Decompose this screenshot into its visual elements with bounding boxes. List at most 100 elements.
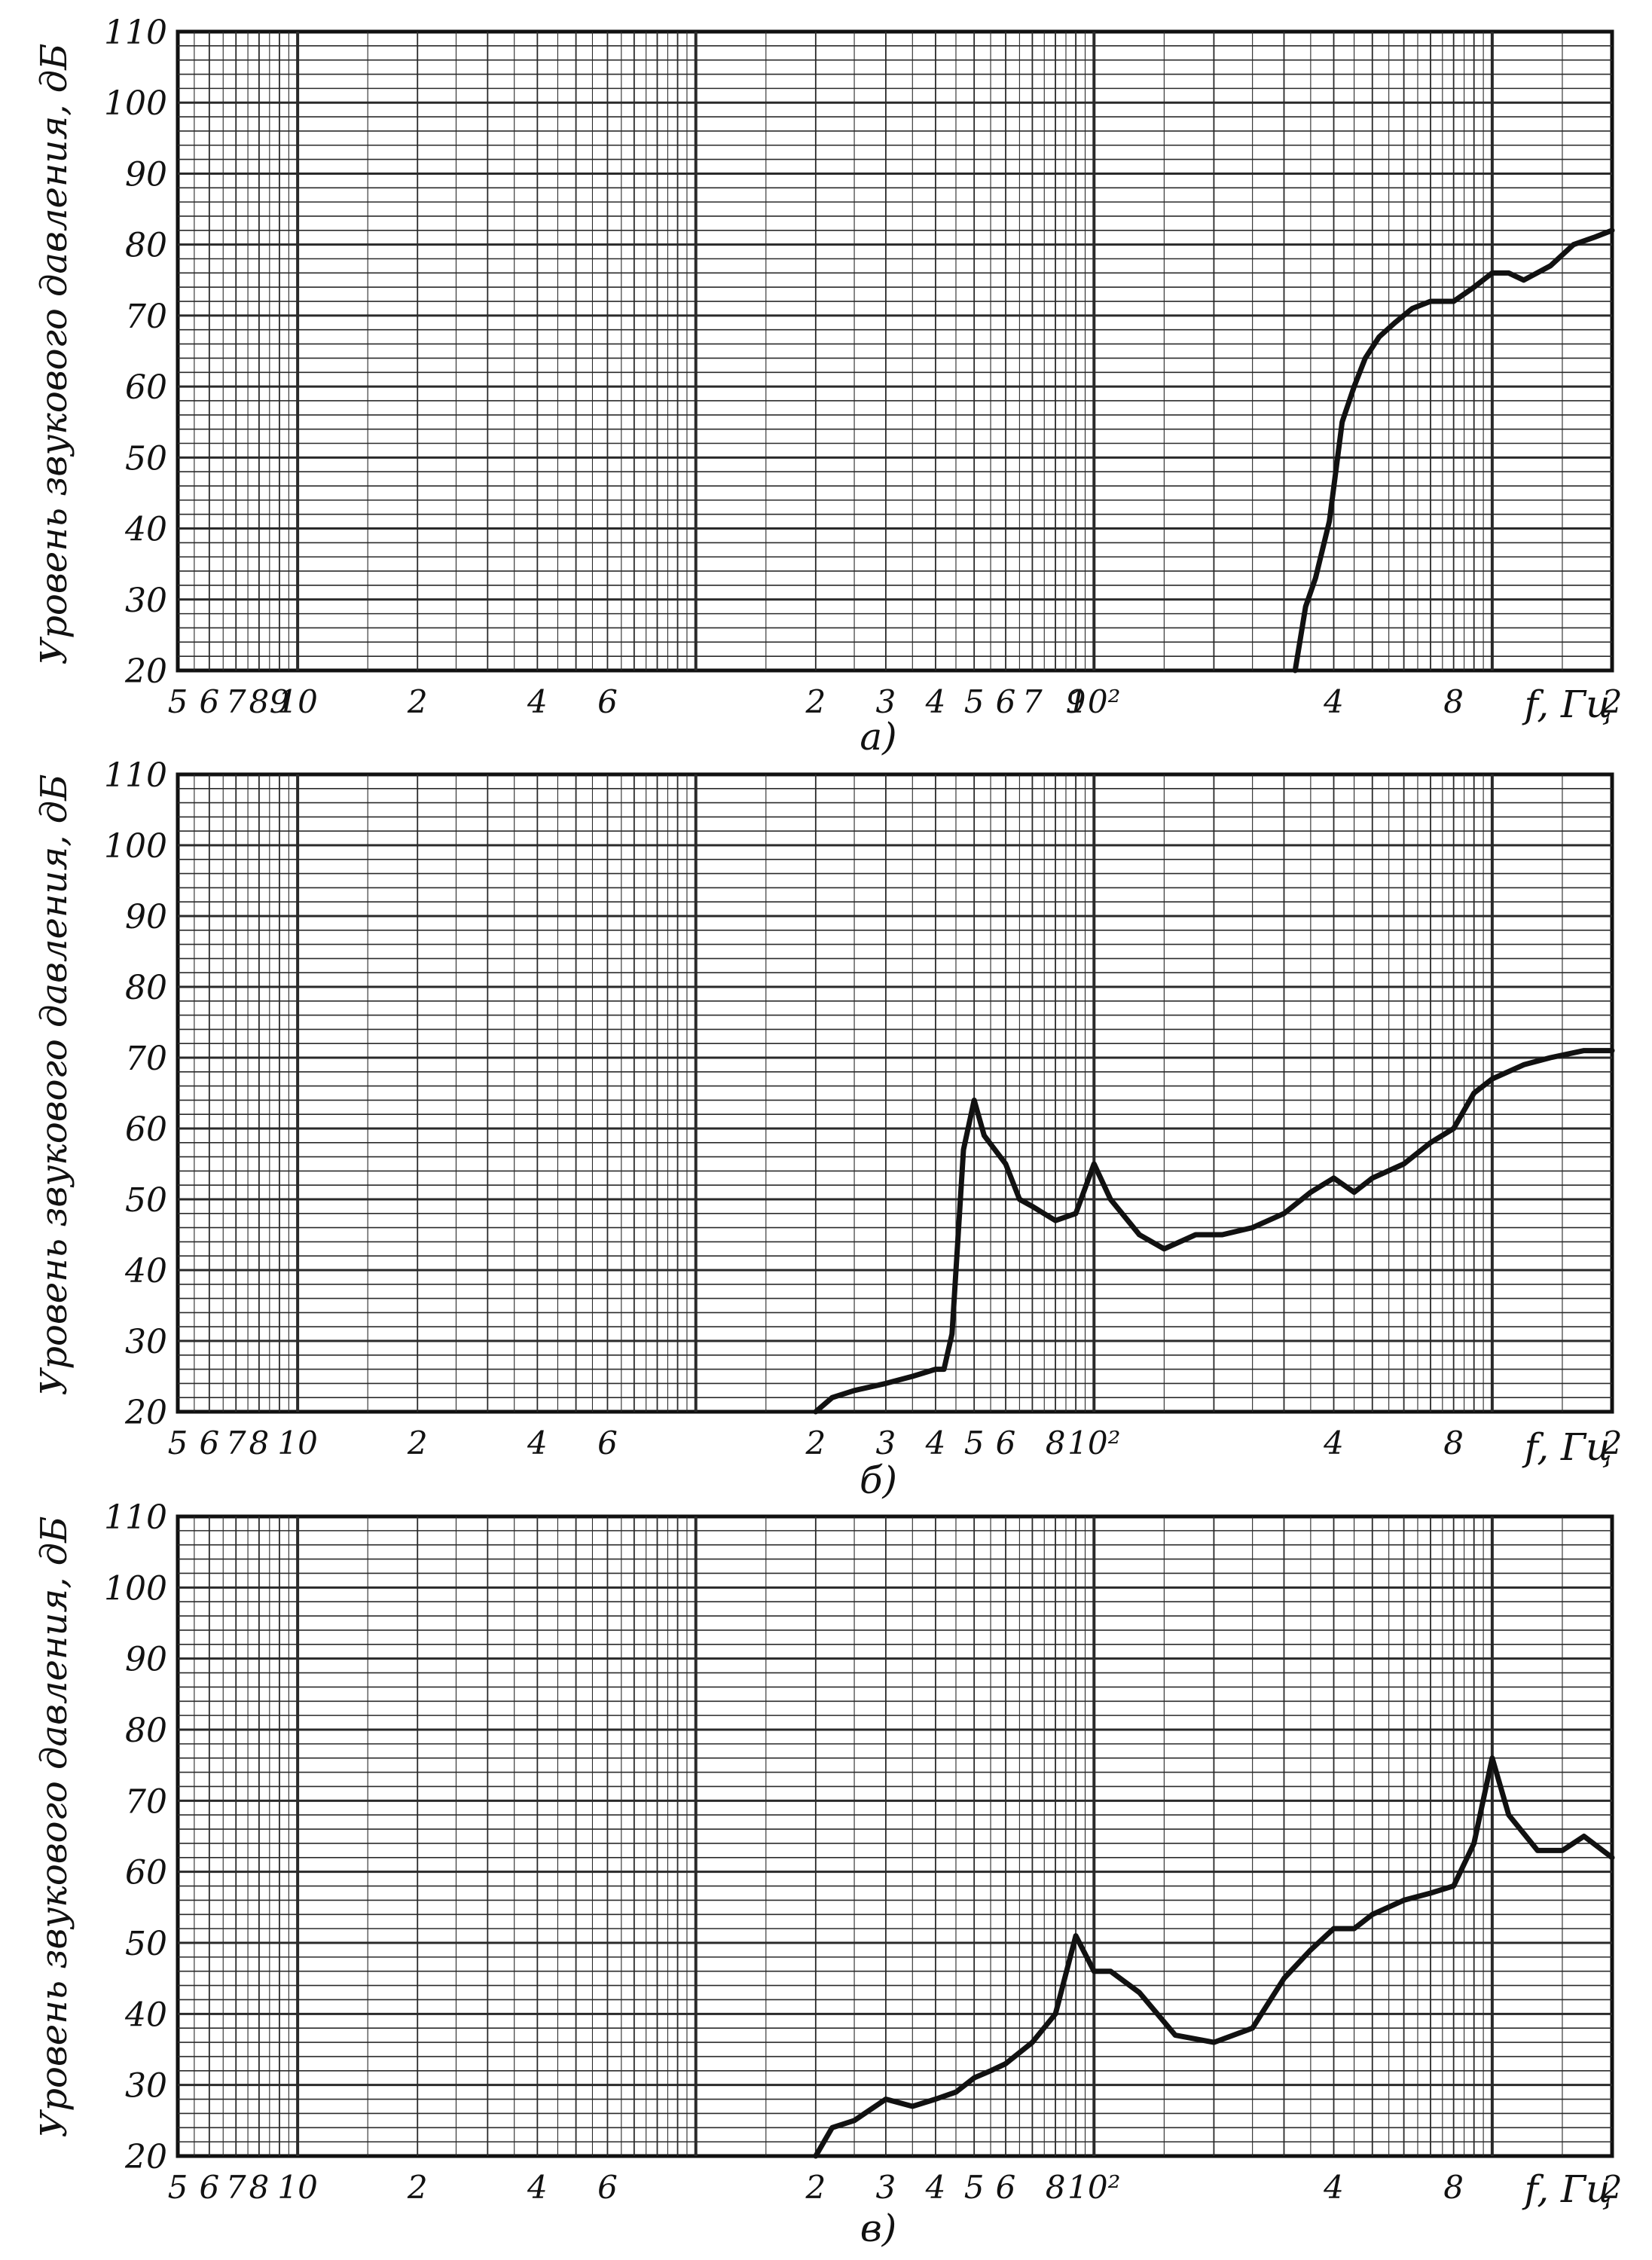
x-tick-label: 10 (277, 1425, 317, 1461)
x-tick-label: 7 (226, 683, 246, 720)
x-tick-label: 5 (168, 1425, 188, 1461)
x-tick-label: 5 (964, 1425, 985, 1461)
grid (176, 772, 1614, 1414)
x-tick-label: 4 (527, 683, 548, 720)
x-tick-label: 10² (1067, 2169, 1120, 2206)
response-curve (1292, 228, 1615, 673)
y-tick-label: 70 (125, 298, 167, 336)
x-tick-label: 10 (277, 683, 317, 720)
y-tick-label: 20 (124, 652, 167, 691)
x-tick-label: 6 (597, 683, 618, 720)
plot-frame (176, 1514, 1614, 2158)
y-tick-label: 50 (125, 439, 167, 478)
plot-frame (176, 772, 1614, 1414)
x-tick-label: 8 (1046, 2169, 1066, 2206)
chart-panel-b: Уровень звукового давления, дБ 20 30 40 50 6… (33, 756, 1622, 1502)
x-axis-label: f, Гц (1521, 1425, 1612, 1469)
y-tick-label: 70 (125, 1040, 167, 1078)
y-tick-label: 40 (124, 1252, 167, 1290)
y-tick-label: 30 (125, 1323, 167, 1361)
plot-frame (176, 29, 1614, 673)
panel-label: б) (860, 1458, 897, 1502)
y-tick-label: 110 (104, 756, 167, 795)
x-axis-label: f, Гц (1521, 683, 1612, 726)
y-tick-label: 60 (125, 1110, 167, 1149)
x-tick-label: 5 (168, 683, 188, 720)
y-tick-label: 40 (124, 1996, 167, 2034)
x-tick-label: 4 (527, 1425, 548, 1461)
x-tick-label: 2 (407, 683, 428, 720)
y-tick-label: 80 (125, 1712, 167, 1750)
y-tick-label: 110 (104, 14, 167, 52)
y-axis-label: Уровень звукового давления, дБ (33, 44, 75, 665)
y-tick-label: 60 (125, 1854, 167, 1892)
response-curve (813, 1048, 1615, 1415)
x-tick-label: 2 (407, 2169, 428, 2206)
y-tick-label: 100 (104, 827, 167, 866)
x-tick-label: 7 (1022, 683, 1043, 720)
x-axis-label: f, Гц (1521, 2167, 1612, 2211)
x-tick-label: 6 (597, 1425, 618, 1461)
x-tick-label: 3 (876, 683, 896, 720)
x-tick-labels: 5 6 7 8 10 2 4 6 2 3 4 5 6 8 10² 4 8 2 (168, 1425, 1623, 1461)
x-tick-label: 2 (805, 1425, 826, 1461)
y-tick-labels: 20 30 40 50 60 70 80 90 100 110 (104, 756, 167, 1432)
y-axis-label: Уровень звукового давления, дБ (33, 1516, 75, 2138)
x-tick-label: 2 (805, 683, 826, 720)
y-tick-label: 90 (125, 155, 167, 194)
y-tick-label: 100 (104, 1569, 167, 1608)
y-tick-label: 50 (125, 1181, 167, 1220)
y-tick-labels: 20 30 40 50 60 70 80 90 100 110 (104, 14, 167, 691)
chart-panel-c: Уровень звукового давления, дБ 20 30 40 50 6… (33, 1498, 1622, 2250)
x-tick-label: 3 (876, 2169, 896, 2206)
panel-label: в) (860, 2207, 897, 2250)
x-tick-label: 10 (277, 2169, 317, 2206)
x-tick-label: 6 (996, 2169, 1016, 2206)
x-tick-label: 6 (199, 2169, 219, 2206)
y-tick-label: 110 (104, 1498, 167, 1537)
x-tick-labels: 5 6 7 8 10 2 4 6 2 3 4 5 6 8 10² 4 8 2 (168, 2169, 1623, 2206)
y-tick-label: 70 (125, 1782, 167, 1821)
y-tick-labels: 20 30 40 50 60 70 80 90 100 110 (104, 1498, 167, 2176)
x-tick-label: 6 (199, 1425, 219, 1461)
x-tick-label: 2 (1602, 683, 1623, 720)
x-tick-label: 4 (925, 1425, 946, 1461)
y-tick-label: 30 (125, 582, 167, 620)
x-tick-label: 8 (249, 1425, 270, 1461)
chart-panel-a: Уровень звукового давления, дБ 20 30 40 50 6… (33, 14, 1622, 759)
x-tick-label: 8 (1046, 1425, 1066, 1461)
x-tick-label: 5 (964, 683, 985, 720)
y-tick-label: 100 (104, 84, 167, 123)
response-curve (813, 1755, 1615, 2159)
x-tick-label: 9 (270, 683, 290, 720)
x-tick-label: 8 (1443, 2169, 1464, 2206)
panel-label: а) (860, 715, 896, 759)
grid (176, 1514, 1614, 2158)
x-tick-label: 5 (168, 2169, 188, 2206)
y-tick-label: 50 (125, 1925, 167, 1963)
y-tick-label: 40 (124, 511, 167, 549)
y-tick-label: 60 (125, 368, 167, 407)
y-tick-label: 80 (125, 969, 167, 1007)
y-axis-label: Уровень звукового давления, дБ (33, 774, 75, 1396)
y-tick-label: 90 (125, 898, 167, 936)
x-tick-label: 4 (1323, 1425, 1344, 1461)
x-tick-label: 10² (1067, 683, 1120, 720)
x-tick-label: 8 (1443, 683, 1464, 720)
x-tick-label: 8 (249, 2169, 270, 2206)
y-tick-label: 20 (124, 2138, 167, 2176)
x-tick-label: 2 (407, 1425, 428, 1461)
x-tick-label: 2 (1602, 1425, 1623, 1461)
x-tick-label: 9 (1066, 683, 1086, 720)
x-tick-label: 5 (964, 2169, 985, 2206)
x-tick-label: 8 (1443, 1425, 1464, 1461)
x-tick-label: 7 (226, 2169, 246, 2206)
x-tick-label: 4 (1323, 2169, 1344, 2206)
x-tick-label: 3 (876, 1425, 896, 1461)
x-tick-label: 6 (199, 683, 219, 720)
x-tick-label: 4 (925, 683, 946, 720)
x-tick-label: 6 (597, 2169, 618, 2206)
y-tick-label: 80 (125, 227, 167, 265)
